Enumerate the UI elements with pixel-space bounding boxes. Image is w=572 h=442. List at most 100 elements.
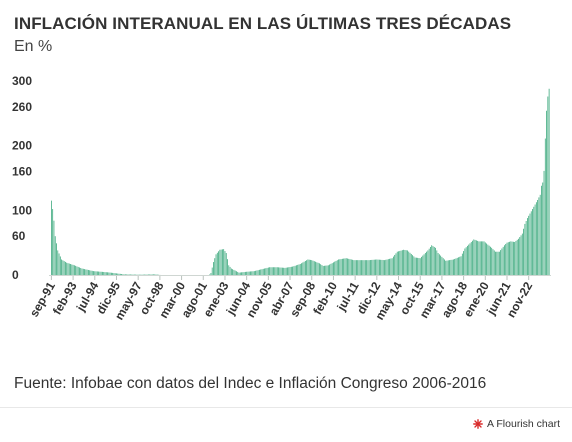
bar <box>308 259 310 275</box>
bar <box>440 255 442 275</box>
flourish-logo-icon <box>473 419 483 429</box>
bar <box>512 241 514 275</box>
bar <box>324 265 325 275</box>
bar <box>127 274 129 276</box>
bar <box>498 251 500 275</box>
bar <box>71 264 73 275</box>
bar <box>547 96 549 276</box>
bar <box>405 250 407 275</box>
bar <box>477 240 479 275</box>
bar <box>247 271 249 275</box>
bar <box>381 259 383 275</box>
bar <box>136 274 138 276</box>
bar <box>410 253 412 275</box>
bar <box>529 213 531 275</box>
bar <box>422 255 424 275</box>
bar <box>307 259 309 275</box>
bar <box>441 256 443 275</box>
bar <box>52 209 54 275</box>
bar <box>54 236 56 275</box>
bar <box>436 250 438 275</box>
bar <box>391 258 393 275</box>
footer-divider <box>0 407 572 408</box>
bar <box>242 272 244 275</box>
credit-label: A Flourish chart <box>487 418 560 430</box>
bar <box>215 254 217 275</box>
bar <box>376 259 378 275</box>
bar <box>467 245 468 275</box>
bar <box>413 256 415 275</box>
bar <box>135 274 137 276</box>
bar <box>382 260 384 275</box>
bar <box>269 267 271 275</box>
bar <box>541 185 542 275</box>
bar <box>516 239 518 275</box>
bar <box>297 264 299 275</box>
bar <box>444 259 445 275</box>
bar <box>483 241 485 275</box>
bar <box>275 267 277 275</box>
bar <box>126 274 128 276</box>
bar <box>317 262 319 275</box>
flourish-credit-link[interactable]: A Flourish chart <box>473 418 560 430</box>
bar <box>62 260 64 275</box>
bar <box>487 244 489 275</box>
bar <box>89 270 91 275</box>
bar <box>389 258 390 275</box>
bar <box>90 270 92 275</box>
bar <box>456 257 458 275</box>
bar <box>361 260 362 275</box>
bar <box>408 251 410 275</box>
bar <box>396 251 398 275</box>
bar <box>264 268 265 275</box>
bar <box>430 246 431 275</box>
bar <box>394 254 396 275</box>
bar <box>128 274 130 276</box>
bar <box>296 265 297 275</box>
bar <box>362 260 364 275</box>
bar <box>504 245 505 275</box>
bar <box>107 272 108 275</box>
bar <box>98 271 100 275</box>
bar <box>137 274 139 276</box>
bar <box>459 256 461 275</box>
bar <box>302 262 304 275</box>
bar <box>491 247 493 275</box>
source-note: Fuente: Infobae con datos del Indec e In… <box>14 375 487 392</box>
bar <box>521 233 523 275</box>
bar <box>484 242 486 275</box>
bar <box>99 271 101 275</box>
bar <box>432 246 434 275</box>
bar <box>524 223 526 275</box>
bar <box>216 252 218 275</box>
bar <box>315 261 316 275</box>
bar <box>548 88 550 275</box>
bar <box>419 258 421 275</box>
bar <box>306 260 308 275</box>
bar <box>347 258 348 275</box>
bar <box>267 267 269 275</box>
bar <box>479 241 481 275</box>
bar <box>321 265 323 275</box>
bar <box>486 243 487 275</box>
bar <box>421 256 422 275</box>
bar <box>532 209 533 275</box>
bar <box>322 265 324 275</box>
bar <box>85 269 87 275</box>
bar <box>251 271 253 275</box>
bar <box>377 259 379 275</box>
bar <box>358 260 360 275</box>
bar <box>94 271 96 275</box>
bar <box>301 263 302 275</box>
bar <box>250 271 251 275</box>
bar <box>230 268 232 275</box>
bar <box>543 170 545 275</box>
bar <box>86 269 88 275</box>
bar <box>446 260 448 275</box>
bar <box>266 267 268 275</box>
bar <box>57 250 59 275</box>
bar <box>375 259 376 275</box>
bar <box>139 274 140 276</box>
bar <box>292 266 293 275</box>
x-tick-label: sep-91 <box>27 279 58 319</box>
